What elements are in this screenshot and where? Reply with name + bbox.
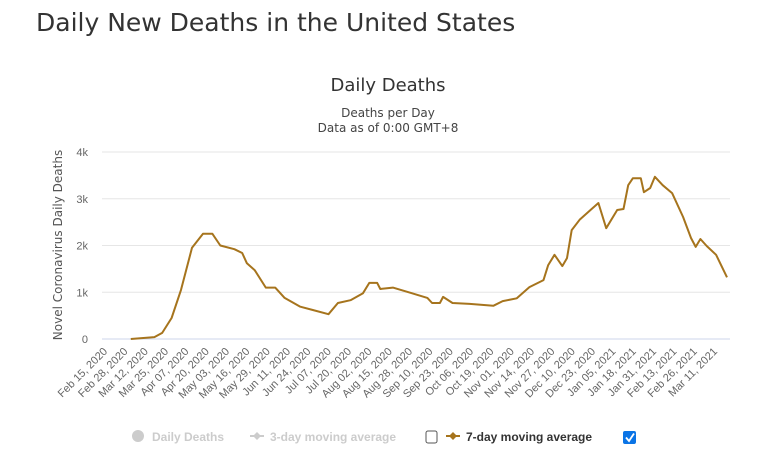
legend-daily-deaths-marker-icon	[132, 430, 144, 442]
legend-7-day-checkbox[interactable]	[623, 431, 636, 444]
y-tick-label: 4k	[76, 147, 88, 159]
series-line-7-day-moving-average	[130, 175, 728, 340]
y-axis-label: Novel Coronavirus Daily Deaths	[51, 150, 65, 340]
y-tick-label: 0	[82, 334, 88, 346]
checkbox-checked-box	[623, 431, 636, 444]
legend-item-daily-deaths[interactable]: Daily Deaths	[132, 430, 224, 444]
legend: Daily Deaths 3-day moving average 7-day …	[132, 430, 636, 444]
legend-7-day-diamond-icon	[449, 432, 457, 440]
legend-3-day-checkbox[interactable]	[425, 430, 438, 444]
legend-daily-deaths-label: Daily Deaths	[152, 430, 224, 444]
legend-item-3-day-moving-average[interactable]: 3-day moving average	[250, 430, 396, 444]
chart-subtitle-line-2: Data as of 0:00 GMT+8	[318, 121, 459, 135]
series-lines	[130, 175, 728, 340]
legend-item-7-day-moving-average[interactable]: 7-day moving average	[446, 430, 592, 444]
y-tick-label: 1k	[76, 287, 88, 299]
chart-title: Daily Deaths	[330, 75, 445, 96]
y-tick-label: 3k	[76, 194, 88, 206]
y-tick-label: 2k	[76, 241, 88, 253]
checkmark-icon	[625, 433, 635, 443]
chart-subtitle-line-1: Deaths per Day	[341, 106, 435, 120]
legend-3-day-label: 3-day moving average	[270, 430, 396, 444]
gridlines	[102, 151, 730, 340]
y-tick-labels: 0 1k 2k 3k 4k	[76, 147, 88, 346]
legend-7-day-label: 7-day moving average	[466, 430, 592, 444]
page-title: Daily New Deaths in the United States	[36, 8, 516, 37]
legend-3-day-diamond-icon	[253, 432, 261, 440]
